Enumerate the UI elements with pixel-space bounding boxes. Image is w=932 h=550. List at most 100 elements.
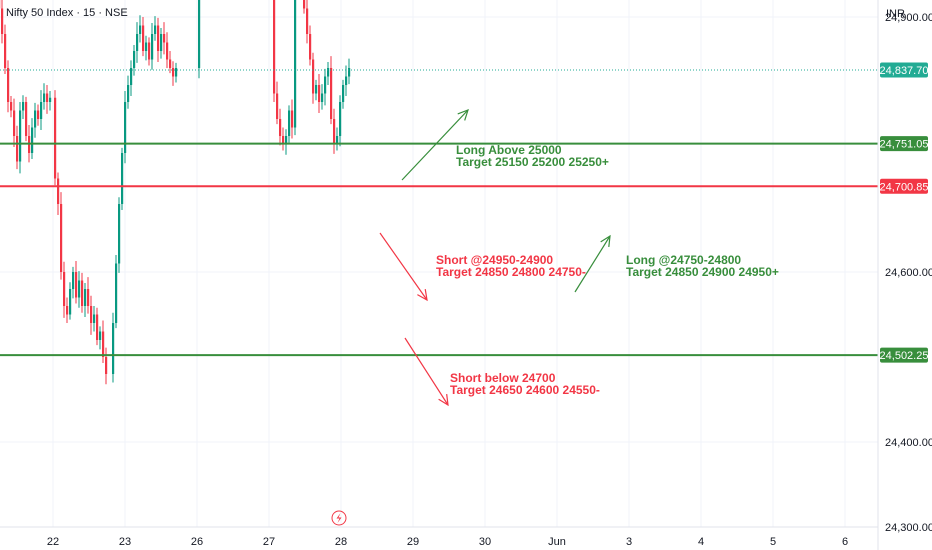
candle-body <box>294 0 297 128</box>
candle-body <box>84 289 87 306</box>
x-tick-label: 30 <box>479 536 491 548</box>
level-pill-bg <box>880 178 928 194</box>
candle-body <box>175 68 178 77</box>
candle-body <box>75 272 78 298</box>
candle-body <box>282 136 285 145</box>
candle-body <box>78 280 81 298</box>
chart-title: Nifty 50 Index · 15 · NSE <box>6 7 128 19</box>
candle-body <box>102 331 105 357</box>
last-price-pill-label: 24,837.70 <box>880 65 929 77</box>
lightning-icon[interactable] <box>331 510 347 526</box>
candle-body <box>93 314 96 323</box>
price-levels <box>0 142 878 357</box>
candle-body <box>60 204 63 272</box>
y-tick-label: 24,400.00 <box>885 437 932 449</box>
candle-body <box>37 110 40 119</box>
candle-body <box>124 102 127 153</box>
candle-body <box>34 110 37 128</box>
y-tick-label: 24,300.00 <box>885 522 932 534</box>
candle-body <box>4 34 7 68</box>
candle-body <box>166 42 169 60</box>
candle-body <box>49 97 52 102</box>
candle-body <box>336 136 339 145</box>
level-pill-label: 24,751.05 <box>880 139 929 151</box>
price-labels: 25,254.8025,001.5024,951.1524,751.0524,7… <box>880 62 929 363</box>
candle-body <box>127 85 130 102</box>
price-axis[interactable]: 25,400.0025,300.0025,200.0025,100.0024,9… <box>885 0 932 534</box>
candle-body <box>22 102 25 111</box>
arrow-head <box>438 394 449 407</box>
candle-body <box>198 0 201 68</box>
candle-body <box>312 59 315 94</box>
arrow-head <box>457 108 469 121</box>
annotation-text: Short @24950-24900 <box>436 253 553 267</box>
candle-body <box>145 42 148 51</box>
candle-body <box>57 178 60 204</box>
x-tick-label: 26 <box>191 536 203 548</box>
candle-body <box>291 110 294 128</box>
x-tick-label: 28 <box>335 536 347 548</box>
x-tick-label: 23 <box>119 536 131 548</box>
candle-body <box>169 59 172 68</box>
annotation-text: Target 24850 24800 24750- <box>436 265 586 279</box>
candle-body <box>1 8 4 34</box>
arrow-line <box>574 235 611 293</box>
x-tick-label: Jun <box>548 536 566 548</box>
arrow-line <box>404 337 449 406</box>
candle-body <box>96 314 99 340</box>
level-pill-label: 24,502.25 <box>880 350 929 362</box>
candle-body <box>318 85 321 102</box>
last-price-pill-bg <box>880 62 928 78</box>
candle-body <box>81 280 84 306</box>
candle-body <box>43 93 46 102</box>
candle-body <box>99 331 102 340</box>
x-tick-label: 3 <box>626 536 632 548</box>
x-tick-label: 6 <box>842 536 848 548</box>
candle-body <box>303 0 306 9</box>
arrow-head <box>417 289 428 302</box>
x-tick-label: 29 <box>407 536 419 548</box>
candle-body <box>279 119 282 136</box>
candle-body <box>315 85 318 94</box>
candle-body <box>139 25 142 34</box>
candles <box>0 0 351 385</box>
time-axis[interactable]: 22 23 26 27 28 29 30 Jun 3 4 5 6 <box>47 536 848 548</box>
candle-body <box>151 34 154 60</box>
level-pill-label: 24,700.85 <box>880 181 929 193</box>
candle-body <box>309 34 312 60</box>
candle-body <box>115 263 118 323</box>
x-tick-label: 22 <box>47 536 59 548</box>
candle-body <box>54 97 57 179</box>
candle-body <box>118 204 121 264</box>
candle-body <box>46 93 49 102</box>
arrows <box>379 108 611 407</box>
candle-body <box>7 68 10 102</box>
x-tick-label: 5 <box>770 536 776 548</box>
annotation-text: Target 24650 24600 24550- <box>450 383 600 397</box>
candle-body <box>66 306 69 315</box>
candle-body <box>13 110 16 136</box>
candle-body <box>160 34 163 51</box>
candle-body <box>142 25 145 51</box>
annotation-text: Target 24850 24900 24950+ <box>626 265 779 279</box>
candle-body <box>288 110 291 136</box>
candle-body <box>31 127 34 153</box>
candle-body <box>40 102 43 119</box>
candle-body <box>136 34 139 51</box>
candle-body <box>345 76 348 85</box>
x-tick-label: 4 <box>698 536 704 548</box>
candle-body <box>105 357 108 374</box>
candle-body <box>273 0 276 94</box>
y-tick-label: 24,600.00 <box>885 267 932 279</box>
candle-body <box>87 289 90 306</box>
candle-body <box>69 289 72 315</box>
annotation-text: Long @24750-24800 <box>626 253 741 267</box>
candle-body <box>148 42 151 60</box>
candle-body <box>10 102 13 111</box>
candle-body <box>72 272 75 289</box>
arrow-head <box>600 234 611 248</box>
candle-body <box>321 93 324 102</box>
currency-label[interactable]: INR <box>886 8 905 20</box>
